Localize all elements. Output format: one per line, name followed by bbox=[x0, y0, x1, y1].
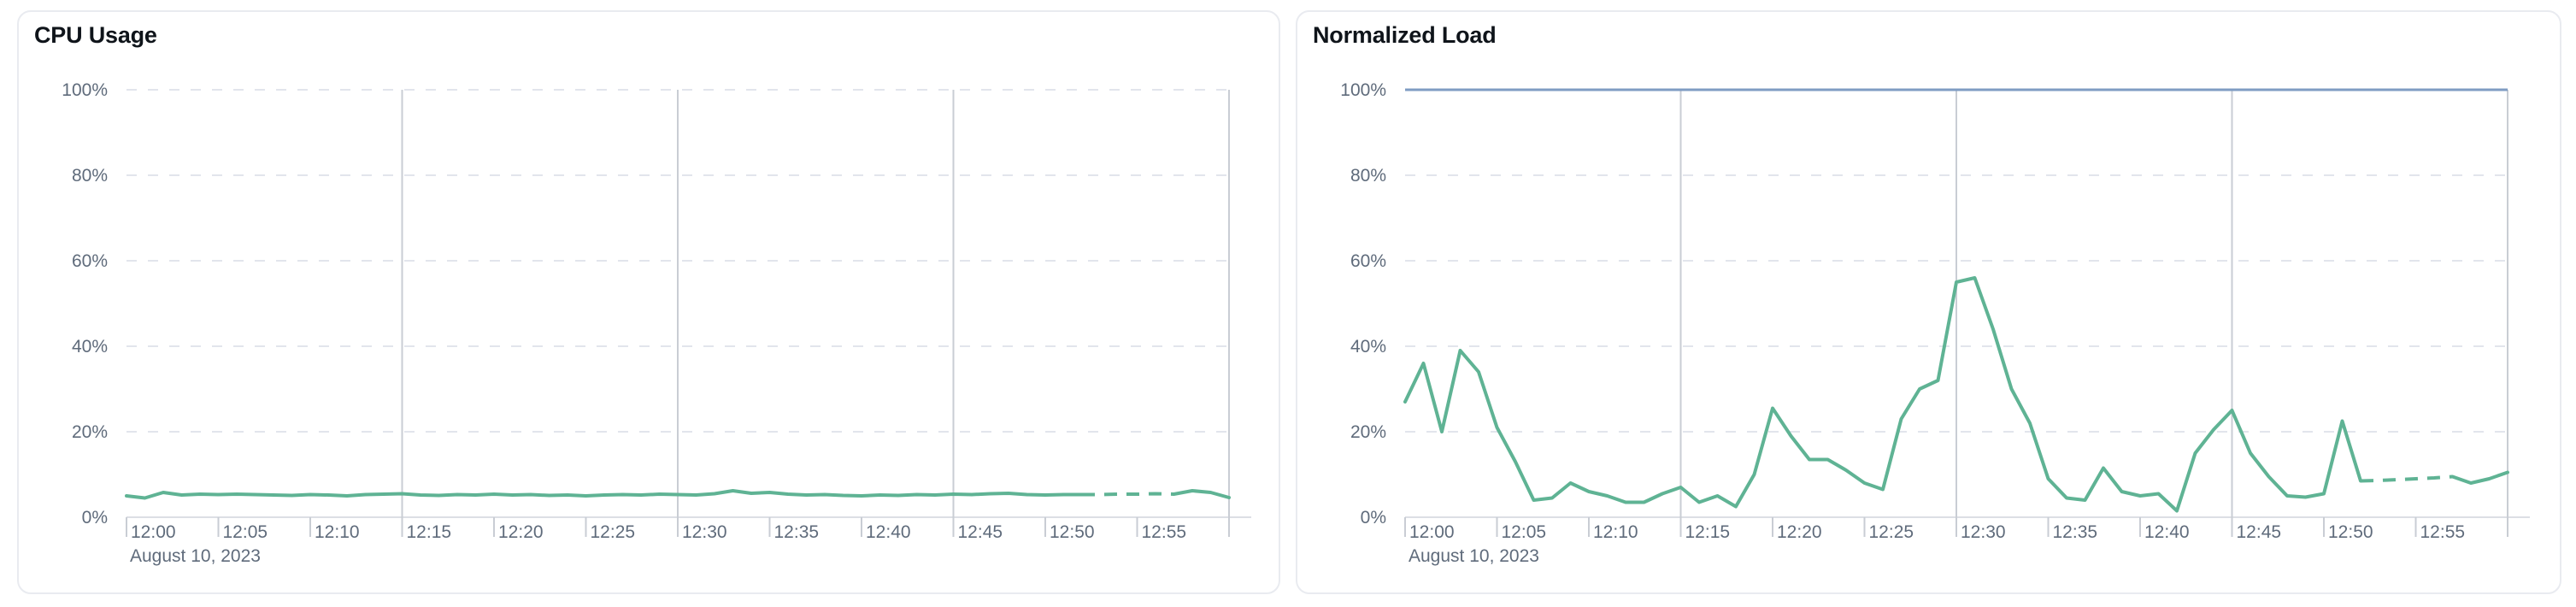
x-tick-label: 12:45 bbox=[958, 522, 1003, 542]
cpu-usage-chart[interactable]: 0%20%40%60%80%100%12:00 12:05 12:10 12:15 12… bbox=[19, 12, 1279, 592]
x-tick-label: 12:40 bbox=[2144, 522, 2190, 542]
y-tick-label: 100% bbox=[1340, 80, 1386, 100]
x-axis: 12:00 12:05 12:10 12:15 12:20 12:25 12:30 12:35… bbox=[126, 517, 1186, 566]
x-tick-label: 12:25 bbox=[591, 522, 636, 542]
x-axis-date-label: August 10, 2023 bbox=[1409, 546, 1539, 566]
y-axis: 0% 20% 40% 60% 80% 100% bbox=[62, 80, 1251, 527]
x-tick-label: 12:15 bbox=[1685, 522, 1731, 542]
x-tick-label: 12:00 bbox=[131, 522, 176, 542]
normalized-load-chart[interactable]: 0%20%40%60%80%100%12:00 12:05 12:10 12:15 12… bbox=[1297, 12, 2560, 592]
y-tick-label: 60% bbox=[1350, 251, 1386, 271]
x-tick-label: 12:10 bbox=[315, 522, 360, 542]
y-tick-label: 40% bbox=[1350, 337, 1386, 357]
vertical-gridlines bbox=[401, 90, 1230, 537]
y-tick-label: 20% bbox=[72, 422, 108, 442]
x-axis: 12:00 12:05 12:10 12:15 12:20 12:25 12:30 12:35… bbox=[1404, 517, 2466, 566]
x-tick-label: 12:20 bbox=[498, 522, 544, 542]
x-tick-label: 12:30 bbox=[1961, 522, 2006, 542]
x-tick-label: 12:35 bbox=[774, 522, 820, 542]
x-axis-date-label: August 10, 2023 bbox=[130, 546, 261, 566]
y-axis: 0% 20% 40% 60% 80% 100% bbox=[1340, 80, 2530, 527]
y-tick-label: 100% bbox=[62, 80, 108, 100]
x-tick-label: 12:40 bbox=[866, 522, 911, 542]
y-tick-label: 0% bbox=[1361, 508, 1386, 527]
x-tick-label: 12:45 bbox=[2237, 522, 2282, 542]
y-tick-label: 0% bbox=[82, 508, 108, 527]
x-tick-label: 12:50 bbox=[2328, 522, 2373, 542]
series-cpu-usage bbox=[125, 489, 1231, 500]
x-tick-label: 12:20 bbox=[1777, 522, 1822, 542]
x-tick-label: 12:05 bbox=[1502, 522, 1547, 542]
series-normalized-load bbox=[1403, 276, 2509, 513]
x-tick-label: 12:10 bbox=[1593, 522, 1638, 542]
x-tick-label: 12:05 bbox=[223, 522, 268, 542]
x-tick-label: 12:00 bbox=[1409, 522, 1455, 542]
chart-title-cpu-usage: CPU Usage bbox=[34, 22, 157, 48]
cpu-usage-card: CPU Usage 0% 20% 40% 60% 80% 100% 12:00 12:05 12… bbox=[17, 10, 1280, 594]
y-tick-label: 60% bbox=[72, 251, 108, 271]
y-tick-label: 80% bbox=[72, 166, 108, 186]
vertical-gridlines bbox=[1679, 90, 2508, 537]
x-tick-label: 12:50 bbox=[1050, 522, 1095, 542]
y-tick-label: 40% bbox=[72, 337, 108, 357]
x-tick-label: 12:35 bbox=[2053, 522, 2098, 542]
x-tick-label: 12:55 bbox=[2420, 522, 2466, 542]
normalized-load-card: Normalized Load 0% 20% 40% 60% 80% 100% 12:00 1… bbox=[1296, 10, 2561, 594]
chart-title-normalized-load: Normalized Load bbox=[1313, 22, 1497, 48]
x-tick-label: 12:15 bbox=[407, 522, 452, 542]
x-tick-label: 12:30 bbox=[682, 522, 727, 542]
y-tick-label: 20% bbox=[1350, 422, 1386, 442]
y-tick-label: 80% bbox=[1350, 166, 1386, 186]
x-tick-label: 12:55 bbox=[1142, 522, 1187, 542]
x-tick-label: 12:25 bbox=[1869, 522, 1914, 542]
